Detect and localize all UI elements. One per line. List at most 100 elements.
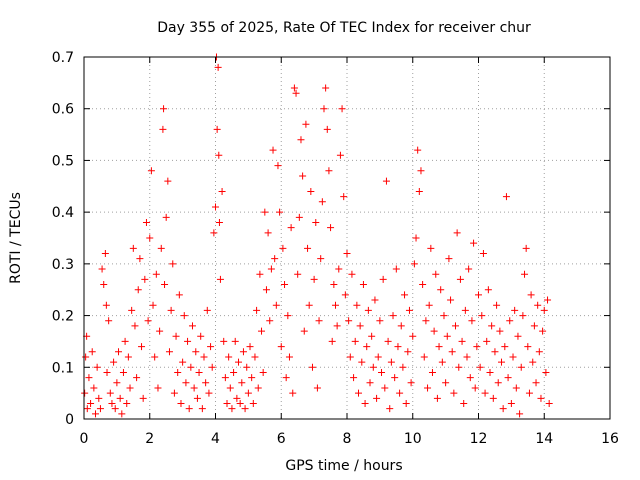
data-point bbox=[438, 358, 446, 366]
data-point bbox=[177, 399, 185, 407]
data-point bbox=[532, 379, 540, 387]
data-point bbox=[499, 405, 507, 413]
data-point bbox=[330, 281, 338, 289]
data-point bbox=[256, 270, 264, 278]
data-point bbox=[264, 229, 272, 237]
data-point bbox=[364, 306, 372, 314]
data-point bbox=[484, 286, 492, 294]
data-point bbox=[483, 337, 491, 345]
data-point bbox=[277, 343, 285, 351]
data-point bbox=[435, 343, 443, 351]
data-point bbox=[308, 363, 316, 371]
data-point bbox=[422, 317, 430, 325]
data-point bbox=[358, 358, 366, 366]
data-point bbox=[266, 317, 274, 325]
data-point bbox=[540, 306, 548, 314]
data-point bbox=[517, 363, 525, 371]
data-point bbox=[496, 327, 504, 335]
data-point bbox=[300, 327, 308, 335]
data-point bbox=[87, 399, 95, 407]
data-point bbox=[522, 244, 530, 252]
data-point bbox=[346, 353, 354, 361]
data-point bbox=[489, 394, 497, 402]
data-point bbox=[88, 348, 96, 356]
data-point bbox=[529, 358, 537, 366]
data-point bbox=[261, 208, 269, 216]
data-point bbox=[96, 405, 104, 413]
data-point bbox=[205, 389, 213, 397]
data-point bbox=[212, 203, 219, 211]
data-point bbox=[359, 281, 367, 289]
x-tick-label: 10 bbox=[404, 431, 422, 447]
data-point bbox=[200, 353, 208, 361]
data-point bbox=[238, 379, 246, 387]
data-point bbox=[448, 348, 456, 356]
data-point bbox=[331, 301, 339, 309]
data-point bbox=[121, 337, 129, 345]
data-point bbox=[198, 405, 206, 413]
data-point bbox=[105, 317, 113, 325]
data-point bbox=[447, 296, 455, 304]
data-point bbox=[111, 405, 119, 413]
data-point bbox=[463, 353, 471, 361]
data-point bbox=[440, 312, 448, 320]
data-points bbox=[81, 53, 553, 418]
data-point bbox=[136, 255, 144, 263]
data-point bbox=[246, 343, 254, 351]
data-point bbox=[208, 363, 216, 371]
data-point bbox=[455, 363, 463, 371]
data-point bbox=[424, 384, 432, 392]
data-point bbox=[124, 353, 132, 361]
data-point bbox=[214, 63, 222, 71]
data-point bbox=[307, 187, 315, 195]
data-point bbox=[259, 368, 267, 376]
data-point bbox=[512, 384, 520, 392]
data-point bbox=[397, 322, 405, 330]
data-point bbox=[106, 389, 114, 397]
data-point bbox=[82, 353, 90, 361]
data-point bbox=[466, 374, 474, 382]
data-point bbox=[443, 332, 451, 340]
data-point bbox=[382, 177, 390, 185]
data-point bbox=[133, 374, 141, 382]
data-point bbox=[93, 363, 101, 371]
data-point bbox=[437, 286, 445, 294]
data-point bbox=[450, 389, 458, 397]
data-point bbox=[262, 286, 270, 294]
data-point bbox=[282, 374, 290, 382]
data-point bbox=[215, 218, 223, 226]
data-point bbox=[391, 374, 399, 382]
data-point bbox=[213, 125, 221, 133]
data-point bbox=[504, 374, 512, 382]
data-point bbox=[92, 410, 100, 418]
y-tick-label: 0.7 bbox=[52, 50, 74, 66]
data-point bbox=[184, 337, 192, 345]
data-point bbox=[161, 281, 169, 289]
data-point bbox=[378, 368, 386, 376]
data-point bbox=[341, 291, 349, 299]
data-point bbox=[333, 322, 341, 330]
data-point bbox=[142, 218, 150, 226]
data-point bbox=[335, 265, 343, 273]
x-tick-label: 14 bbox=[535, 431, 553, 447]
data-point bbox=[169, 260, 177, 268]
data-point bbox=[305, 301, 313, 309]
data-point bbox=[83, 405, 91, 413]
data-point bbox=[197, 332, 205, 340]
data-point bbox=[468, 317, 476, 325]
data-point bbox=[371, 296, 379, 304]
y-axis-label: ROTI / TECUs bbox=[8, 192, 24, 284]
data-point bbox=[475, 291, 482, 299]
data-point bbox=[525, 389, 533, 397]
data-point bbox=[203, 306, 211, 314]
data-point bbox=[396, 389, 404, 397]
data-point bbox=[284, 312, 292, 320]
data-point bbox=[521, 270, 529, 278]
data-point bbox=[188, 322, 196, 330]
data-point bbox=[453, 229, 461, 237]
data-point bbox=[172, 332, 180, 340]
data-point bbox=[376, 317, 384, 325]
data-point bbox=[433, 394, 441, 402]
data-point bbox=[345, 317, 353, 325]
data-point bbox=[239, 348, 247, 356]
